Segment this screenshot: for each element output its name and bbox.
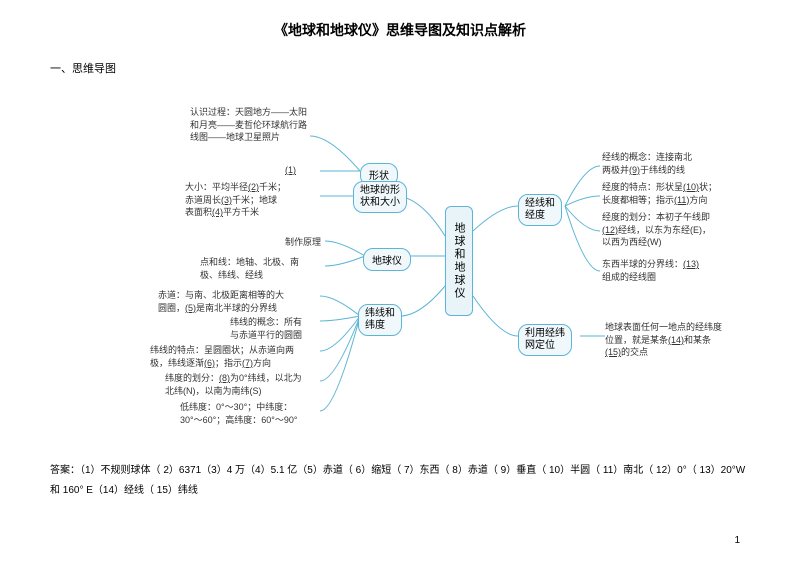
leaf-points: 点和线：地轴、北极、南极、纬线、经线	[200, 256, 299, 281]
leaf-lonfeature: 经度的特点：形状呈(10)状；长度都相等；指示(11)方向	[602, 181, 717, 206]
page-root: 《地球和地球仪》思维导图及知识点解析 一、思维导图 地球和地球仪 形状 地球的形…	[0, 0, 800, 521]
leaf-latfeature: 纬线的特点：呈圆圈状；从赤道向两极，纬线逐渐(6)；指示(7)方向	[150, 344, 294, 369]
leaf-ewhemi: 东西半球的分界线：(13)组成的经线圈	[602, 258, 699, 283]
leaf-principle: 制作原理	[285, 236, 321, 249]
subtitle: 一、思维导图	[50, 60, 750, 76]
title: 《地球和地球仪》思维导图及知识点解析	[50, 20, 750, 40]
node-shape-size: 地球的形状和大小	[353, 181, 407, 213]
node-lon: 经线和经度	[518, 194, 562, 226]
leaf-locate: 地球表面任何一地点的经纬度位置，就是某条(14)和某条(15)的交点	[605, 321, 722, 359]
leaf-size: 大小：平均半径(2)千米；赤道周长(3)千米；地球表面积(4)平方千米	[185, 181, 286, 219]
center-node: 地球和地球仪	[445, 206, 473, 316]
page-number: 1	[734, 535, 740, 546]
node-globe: 地球仪	[363, 248, 411, 271]
leaf-equator: 赤道：与南、北极距离相等的大圆圈，(5)是南北半球的分界线	[158, 289, 284, 314]
mindmap: 地球和地球仪 形状 地球的形状和大小 地球仪 纬线和纬度 经线和经度 利用经纬网…	[110, 86, 750, 446]
node-grid: 利用经纬网定位	[518, 324, 572, 356]
leaf-latconcept: 纬线的概念：所有与赤道平行的圆圈	[230, 316, 302, 341]
leaf-latrange: 低纬度：0°～30°；中纬度：30°～60°；高纬度：60°～90°	[180, 401, 297, 426]
leaf-recognize: 认识过程：天圆地方——太阳和月亮——麦哲伦环球航行路线图——地球卫星照片	[190, 106, 307, 144]
leaf-blank1: (1)	[285, 164, 296, 177]
leaf-londiv: 经度的划分：本初子午线即(12)经线，以东为东经(E)，以西为西经(W)	[602, 211, 711, 249]
leaf-latdiv: 纬度的划分：(8)为0°纬线，以北为北纬(N)，以南为南纬(S)	[165, 372, 302, 397]
node-lat: 纬线和纬度	[358, 304, 402, 336]
leaf-lonconcept: 经线的概念：连接南北两极并(9)于纬线的线	[602, 151, 692, 176]
answers: 答案：（1）不规则球体（ 2）6371（3）4 万（4）5.1 亿（5）赤道（ …	[50, 461, 750, 501]
